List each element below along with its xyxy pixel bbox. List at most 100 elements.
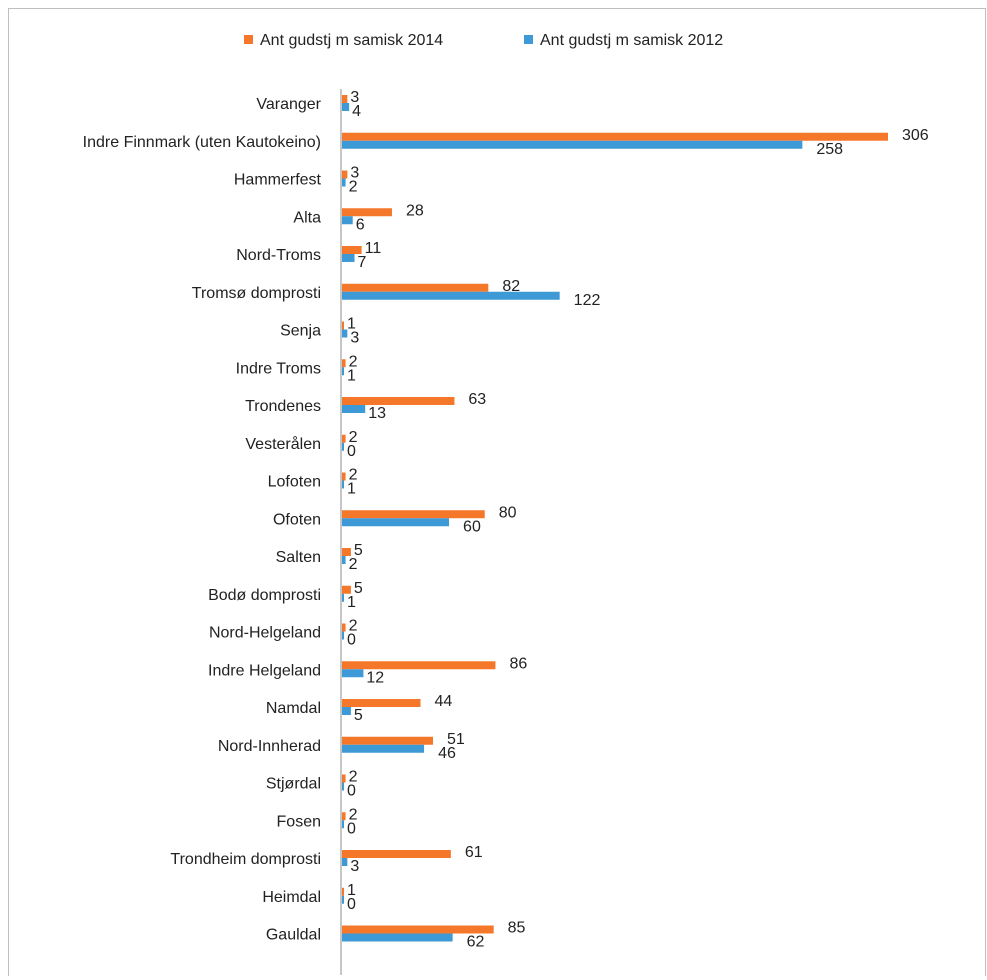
value-label-2014-vesteralen: 2 [349,429,358,446]
category-label-tromso-domprosti: Tromsø domprosti [192,285,321,302]
value-label-2014-indre-troms: 2 [349,353,358,370]
category-label-nord-helgeland: Nord-Helgeland [209,625,321,642]
category-label-trondheim-domprosti: Trondheim domprosti [170,851,321,868]
bar-2014-varanger [342,95,348,103]
value-label-2014-nord-innherad: 51 [447,731,465,748]
value-label-2014-namdal: 44 [435,693,453,710]
category-label-namdal: Namdal [266,700,321,717]
value-label-2014-tromso-domprosti: 82 [502,278,520,295]
category-label-heimdal: Heimdal [262,889,321,906]
value-labels: 3430625832286117821221321631320218060525… [347,89,929,951]
category-label-hammerfest: Hammerfest [234,172,322,189]
legend-swatch-2014 [244,35,253,44]
value-label-2012-tromso-domprosti: 122 [574,292,601,309]
bar-2014-bodo-domprosti [342,585,351,594]
value-label-2012-ofoten: 60 [463,518,481,535]
value-label-2014-ofoten: 80 [499,504,517,521]
category-label-gauldal: Gauldal [266,927,321,944]
value-label-2012-vesteralen: 0 [347,443,356,460]
bar-2012-salten [342,556,346,564]
category-labels: Varanger Indre Finnmark (uten Kautokeino)… [83,96,322,944]
value-label-2014-nord-helgeland: 2 [349,618,358,635]
bar-2012-indre-troms [342,367,344,376]
bar-2012-indre-finnmark-uten-kautokeino [342,140,803,149]
category-label-salten: Salten [276,549,321,566]
value-label-2012-heimdal: 0 [347,896,356,913]
legend-label-2014: Ant gudstj m samisk 2014 [260,32,443,49]
chart-area: Ant gudstj m samisk 2014 Ant gudstj m sam… [8,8,986,976]
bar-2012-gauldal [342,933,453,942]
value-label-2012-indre-troms: 1 [347,367,356,384]
bar-2014-indre-troms [342,359,346,368]
bar-2012-nord-helgeland [342,631,344,640]
value-label-2014-fosen: 2 [349,806,358,823]
category-label-nord-innherad: Nord-Innherad [218,738,321,755]
value-label-2012-hammerfest: 2 [349,179,358,196]
bar-2014-senja [342,321,344,330]
bar-2014-nord-helgeland [342,623,346,632]
bar-2012-trondenes [342,405,366,413]
value-label-2014-senja: 1 [347,316,356,333]
category-label-nord-troms: Nord-Troms [236,247,321,264]
bar-2012-nord-troms [342,254,355,262]
value-label-2014-varanger: 3 [350,89,359,106]
bar-2014-indre-finnmark-uten-kautokeino [342,132,888,141]
category-label-fosen: Fosen [277,813,321,830]
value-label-2012-senja: 3 [350,330,359,347]
bar-2012-trondheim-domprosti [342,858,348,866]
bar-2014-nord-troms [342,246,362,254]
bar-2012-nord-innherad [342,744,425,753]
bar-2014-namdal [342,699,421,707]
category-label-indre-troms: Indre Troms [236,360,321,377]
category-label-varanger: Varanger [256,96,321,113]
bar-2014-hammerfest [342,170,348,179]
value-label-2012-trondenes: 13 [368,405,386,422]
bar-2014-indre-helgeland [342,661,496,670]
value-label-2012-gauldal: 62 [467,934,485,951]
value-label-2012-lofoten: 1 [347,481,356,498]
value-label-2012-nord-troms: 7 [357,254,366,271]
legend-swatch-2012 [524,35,533,44]
bar-2012-vesteralen [342,442,344,451]
bar-2014-gauldal [342,925,494,934]
bar-2012-heimdal [342,895,344,904]
bar-2012-hammerfest [342,178,346,187]
value-label-2012-indre-helgeland: 12 [366,669,384,686]
value-label-2014-stjordal: 2 [349,769,358,786]
value-label-2012-salten: 2 [349,556,358,573]
category-label-indre-helgeland: Indre Helgeland [208,662,321,679]
bar-2014-alta [342,208,392,217]
bar-2012-bodo-domprosti [342,593,344,602]
value-label-2014-heimdal: 1 [347,882,356,899]
category-label-bodo-domprosti: Bodø domprosti [208,587,321,604]
bar-chart: Ant gudstj m samisk 2014 Ant gudstj m sam… [83,32,929,975]
bar-2012-senja [342,329,348,338]
category-label-indre-finnmark-uten-kautokeino: Indre Finnmark (uten Kautokeino) [83,134,321,151]
bar-2012-namdal [342,707,351,715]
bar-2014-tromso-domprosti [342,283,489,292]
bar-2014-nord-innherad [342,736,433,745]
value-label-2012-varanger: 4 [352,103,361,120]
value-label-2014-gauldal: 85 [508,920,526,937]
value-label-2014-indre-finnmark-uten-kautokeino: 306 [902,127,929,144]
value-label-2012-nord-innherad: 46 [438,745,456,762]
bar-2014-ofoten [342,510,485,519]
bars-group [342,95,888,942]
value-label-2014-indre-helgeland: 86 [509,655,527,672]
legend: Ant gudstj m samisk 2014 Ant gudstj m sam… [244,32,723,49]
bar-2012-stjordal [342,782,344,791]
bar-2014-lofoten [342,472,346,481]
value-label-2014-hammerfest: 3 [350,165,359,182]
value-label-2012-indre-finnmark-uten-kautokeino: 258 [816,141,843,158]
bar-2012-fosen [342,820,344,829]
category-label-lofoten: Lofoten [268,474,321,491]
bar-2014-vesteralen [342,434,346,443]
bar-2014-fosen [342,812,346,821]
value-label-2014-trondenes: 63 [468,391,486,408]
value-label-2012-fosen: 0 [347,820,356,837]
category-label-senja: Senja [280,323,321,340]
category-label-stjordal: Stjørdal [266,776,321,793]
category-label-ofoten: Ofoten [273,511,321,528]
bar-2014-salten [342,548,351,556]
bar-2012-tromso-domprosti [342,291,560,300]
